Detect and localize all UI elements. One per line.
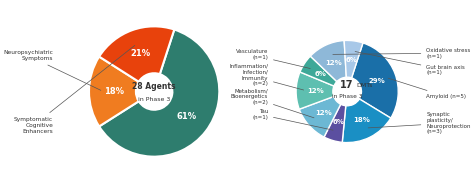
Text: 21%: 21% xyxy=(130,49,151,58)
Wedge shape xyxy=(99,26,174,82)
Text: Tau
(n=1): Tau (n=1) xyxy=(252,109,333,130)
Text: 6%: 6% xyxy=(315,71,327,77)
Text: Symptomatic
Cognitive
Enhancers: Symptomatic Cognitive Enhancers xyxy=(14,45,135,134)
Text: 29%: 29% xyxy=(368,78,385,83)
Wedge shape xyxy=(89,57,139,126)
Text: 28 Agents: 28 Agents xyxy=(132,82,176,92)
Text: Inflammation/
Infection/
Immunity
(n=2): Inflammation/ Infection/ Immunity (n=2) xyxy=(229,64,304,90)
Text: 12%: 12% xyxy=(326,60,342,66)
Wedge shape xyxy=(296,72,334,109)
Wedge shape xyxy=(299,96,341,137)
Wedge shape xyxy=(342,99,391,143)
Text: Amyloid (n=5): Amyloid (n=5) xyxy=(388,78,466,99)
Wedge shape xyxy=(352,43,398,118)
Wedge shape xyxy=(300,56,337,86)
Text: Vasculature
(n=1): Vasculature (n=1) xyxy=(236,49,310,68)
Wedge shape xyxy=(310,40,346,82)
Text: 18%: 18% xyxy=(353,117,370,123)
Text: in Phase 3: in Phase 3 xyxy=(138,97,170,102)
Text: in Phase 3: in Phase 3 xyxy=(332,94,363,99)
Text: Gut brain axis
(n=1): Gut brain axis (n=1) xyxy=(355,52,465,75)
Text: 17: 17 xyxy=(340,80,354,90)
Wedge shape xyxy=(99,29,219,157)
Text: 6%: 6% xyxy=(332,119,344,125)
Text: DMTs: DMTs xyxy=(356,83,373,88)
Text: 61%: 61% xyxy=(176,112,196,121)
Text: 12%: 12% xyxy=(307,88,324,94)
Text: 12%: 12% xyxy=(315,110,332,116)
Text: Synaptic
plasticity/
Neuroprotection
(n=3): Synaptic plasticity/ Neuroprotection (n=… xyxy=(368,112,471,134)
Text: Metabolism/
Bioenergetics
(n=2): Metabolism/ Bioenergetics (n=2) xyxy=(231,88,314,118)
Text: Oxidative stress
(n=1): Oxidative stress (n=1) xyxy=(333,48,471,59)
Text: 18%: 18% xyxy=(104,87,124,96)
Text: 6%: 6% xyxy=(345,57,357,63)
Wedge shape xyxy=(344,40,363,78)
Text: Neuropsychiatric
Symptoms: Neuropsychiatric Symptoms xyxy=(3,50,101,90)
Wedge shape xyxy=(324,104,346,142)
